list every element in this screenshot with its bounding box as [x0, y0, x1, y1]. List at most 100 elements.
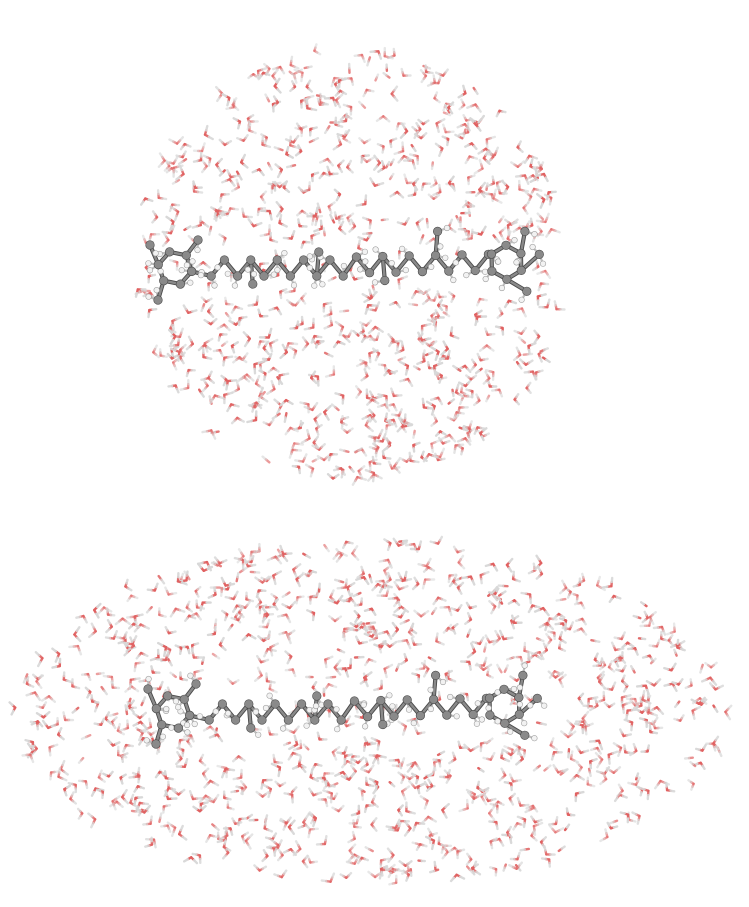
water-molecule	[603, 681, 617, 691]
water-molecule	[486, 667, 494, 679]
water-molecule	[398, 539, 409, 543]
water-molecule	[415, 659, 427, 671]
water-molecule	[704, 661, 718, 669]
water-molecule	[211, 823, 220, 832]
water-molecule	[377, 630, 393, 640]
water-molecule	[126, 594, 139, 603]
water-molecule	[202, 348, 213, 360]
water-molecule	[393, 458, 401, 474]
hydrogen-atom	[250, 271, 257, 278]
water-molecule	[267, 366, 280, 374]
water-molecule	[139, 197, 154, 206]
water-molecule	[458, 798, 469, 813]
water-molecule	[142, 815, 153, 826]
water-molecule	[519, 847, 530, 852]
hydrogen-atom	[371, 279, 379, 286]
water-molecule	[466, 642, 477, 659]
water-molecule	[451, 388, 455, 398]
water-molecule	[387, 460, 401, 470]
water-molecule	[237, 601, 251, 609]
water-molecule	[447, 101, 455, 115]
water-molecule	[667, 634, 674, 647]
water-molecule	[272, 753, 284, 764]
water-molecule	[334, 320, 345, 337]
water-molecule	[373, 679, 383, 692]
hydrogen-atom	[541, 702, 548, 709]
water-molecule	[348, 465, 355, 473]
water-molecule	[161, 224, 176, 235]
water-molecule	[532, 259, 540, 272]
water-molecule	[324, 655, 334, 669]
water-molecule	[553, 612, 566, 620]
water-molecule	[484, 327, 496, 336]
water-molecule	[355, 194, 368, 207]
water-molecule	[227, 623, 234, 632]
water-molecule	[621, 674, 629, 686]
water-molecule	[357, 856, 369, 865]
water-molecule	[434, 142, 444, 158]
water-molecule	[310, 334, 323, 344]
water-molecule	[259, 209, 273, 221]
water-molecule	[387, 333, 395, 348]
water-molecule	[300, 292, 307, 305]
water-molecule	[492, 800, 505, 808]
water-molecule	[471, 863, 479, 876]
hydrogen-atom	[529, 243, 536, 251]
water-molecule	[588, 739, 604, 751]
water-molecule	[473, 393, 481, 407]
water-molecule	[278, 631, 291, 640]
hydrogen-atom	[474, 700, 481, 707]
water-molecule	[582, 704, 593, 708]
water-molecule	[447, 398, 456, 405]
water-molecule	[288, 448, 303, 459]
water-molecule	[478, 181, 487, 198]
carbon-atom	[402, 695, 412, 705]
water-molecule	[338, 220, 347, 236]
water-molecule	[368, 573, 373, 584]
water-molecule	[119, 773, 127, 785]
hydrogen-atom	[334, 726, 341, 733]
water-molecule	[485, 182, 489, 192]
water-molecule	[309, 594, 319, 605]
water-molecule	[508, 773, 522, 783]
water-molecule	[133, 785, 146, 793]
water-molecule	[313, 219, 323, 233]
water-molecule	[239, 780, 248, 795]
hydrogen-atom	[513, 259, 520, 266]
water-molecule	[287, 751, 302, 761]
water-molecule	[460, 660, 472, 671]
water-molecule	[506, 825, 513, 839]
water-molecule	[175, 150, 187, 159]
water-molecule	[231, 817, 243, 825]
water-molecule	[208, 733, 224, 743]
water-molecule	[419, 795, 429, 810]
water-molecule	[474, 367, 483, 375]
carbon-atom	[165, 247, 175, 257]
water-molecule	[374, 73, 380, 82]
water-molecule	[178, 351, 186, 365]
water-molecule	[536, 212, 545, 221]
water-molecule	[492, 629, 501, 646]
spherical-solvation-panel	[134, 43, 566, 486]
water-molecule	[447, 175, 456, 190]
water-molecule	[530, 815, 543, 824]
water-molecule	[665, 622, 676, 636]
water-molecule	[690, 696, 706, 705]
water-molecule	[309, 768, 319, 783]
water-molecule	[230, 178, 241, 193]
water-molecule	[607, 660, 616, 673]
carbon-atom	[376, 695, 386, 706]
water-molecule	[154, 770, 167, 779]
water-molecule	[258, 369, 267, 381]
water-molecule	[384, 423, 395, 434]
water-molecule	[487, 590, 495, 597]
water-molecule	[327, 594, 344, 605]
carbon-atom	[219, 255, 229, 265]
water-molecule	[413, 132, 428, 140]
water-molecule	[705, 742, 717, 752]
water-molecule	[200, 159, 208, 174]
water-molecule	[342, 334, 351, 343]
water-molecule	[67, 782, 78, 794]
water-molecule	[423, 772, 434, 780]
water-molecule	[691, 705, 702, 720]
